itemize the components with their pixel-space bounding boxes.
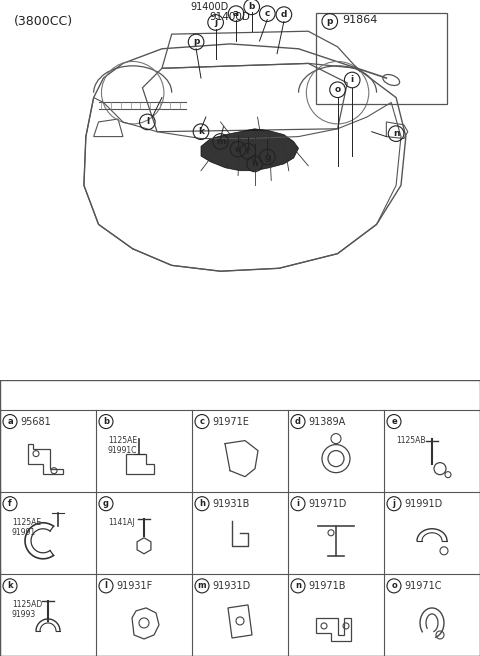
Text: l: l [146, 117, 149, 127]
Text: 1125AB: 1125AB [396, 436, 425, 445]
Text: j: j [214, 18, 217, 27]
Text: n: n [393, 129, 399, 138]
Text: 1125AE: 1125AE [108, 436, 137, 445]
Text: 91971D: 91971D [308, 499, 347, 508]
Text: 1141AJ: 1141AJ [108, 518, 134, 527]
Text: 1125AD: 1125AD [12, 600, 42, 609]
Text: m: m [216, 137, 225, 146]
Text: 91931D: 91931D [212, 581, 250, 591]
Text: n: n [295, 581, 301, 590]
Text: 91991D: 91991D [404, 499, 442, 508]
Text: 91864: 91864 [342, 16, 378, 26]
Text: g: g [103, 499, 109, 508]
Text: g: g [264, 153, 271, 161]
Text: a: a [233, 9, 239, 18]
Text: h: h [252, 159, 258, 169]
Text: e: e [391, 417, 397, 426]
Text: i: i [297, 499, 300, 508]
Text: o: o [335, 85, 341, 94]
Text: e: e [235, 145, 241, 154]
Text: d: d [295, 417, 301, 426]
Text: 91400D: 91400D [190, 2, 228, 12]
Text: 91971C: 91971C [404, 581, 442, 591]
Text: i: i [350, 75, 354, 85]
Text: j: j [393, 499, 396, 508]
Text: f: f [8, 499, 12, 508]
Polygon shape [201, 129, 299, 171]
Text: 91971E: 91971E [212, 417, 249, 426]
Text: 91400D: 91400D [210, 12, 251, 22]
Text: 95681: 95681 [20, 417, 51, 426]
Text: o: o [391, 581, 397, 590]
Text: 1125AE: 1125AE [12, 518, 41, 527]
Text: c: c [264, 9, 270, 18]
Text: (3800CC): (3800CC) [13, 14, 73, 28]
Text: d: d [281, 10, 287, 19]
Text: a: a [7, 417, 13, 426]
Text: 91931B: 91931B [212, 499, 250, 508]
Text: 91993: 91993 [12, 610, 36, 619]
Text: p: p [326, 17, 333, 26]
Text: b: b [103, 417, 109, 426]
Text: m: m [198, 581, 206, 590]
Text: h: h [199, 499, 205, 508]
Text: p: p [193, 37, 199, 47]
Text: 91971B: 91971B [308, 581, 346, 591]
Text: k: k [198, 127, 204, 136]
Text: 91931F: 91931F [116, 581, 152, 591]
Text: k: k [7, 581, 13, 590]
Text: 91991C: 91991C [108, 445, 137, 455]
Text: l: l [105, 581, 108, 590]
Text: 91389A: 91389A [308, 417, 345, 426]
Text: 91991: 91991 [12, 528, 36, 537]
Text: f: f [246, 147, 250, 155]
Text: b: b [249, 3, 255, 11]
Text: c: c [200, 417, 204, 426]
